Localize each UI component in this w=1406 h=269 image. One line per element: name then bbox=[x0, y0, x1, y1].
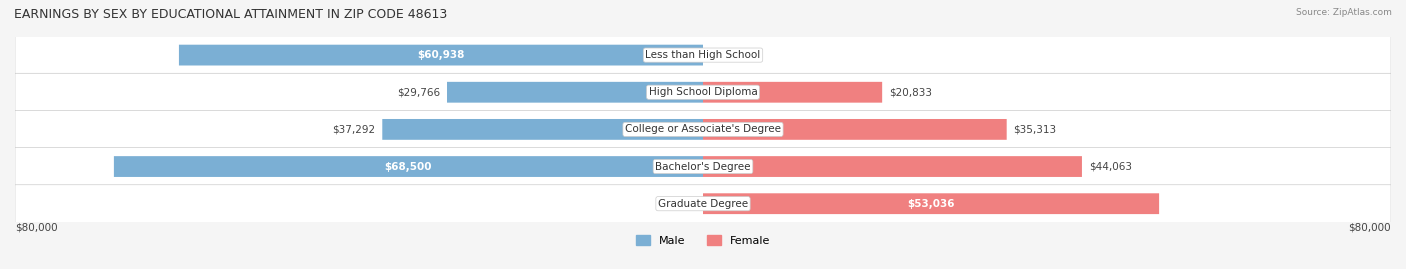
FancyBboxPatch shape bbox=[703, 82, 882, 103]
Text: $20,833: $20,833 bbox=[889, 87, 932, 97]
Text: $60,938: $60,938 bbox=[418, 50, 464, 60]
Text: $0: $0 bbox=[710, 50, 723, 60]
Text: Less than High School: Less than High School bbox=[645, 50, 761, 60]
FancyBboxPatch shape bbox=[703, 156, 1083, 177]
FancyBboxPatch shape bbox=[15, 185, 1391, 223]
Text: Source: ZipAtlas.com: Source: ZipAtlas.com bbox=[1296, 8, 1392, 17]
Text: $44,063: $44,063 bbox=[1088, 162, 1132, 172]
FancyBboxPatch shape bbox=[15, 111, 1391, 148]
Text: $0: $0 bbox=[683, 199, 696, 209]
Legend: Male, Female: Male, Female bbox=[631, 231, 775, 250]
FancyBboxPatch shape bbox=[15, 73, 1391, 111]
Text: $53,036: $53,036 bbox=[907, 199, 955, 209]
FancyBboxPatch shape bbox=[15, 148, 1391, 186]
FancyBboxPatch shape bbox=[447, 82, 703, 103]
Text: Bachelor's Degree: Bachelor's Degree bbox=[655, 162, 751, 172]
Text: High School Diploma: High School Diploma bbox=[648, 87, 758, 97]
Text: $80,000: $80,000 bbox=[15, 222, 58, 232]
Text: Graduate Degree: Graduate Degree bbox=[658, 199, 748, 209]
Text: $35,313: $35,313 bbox=[1014, 124, 1057, 134]
Text: $37,292: $37,292 bbox=[332, 124, 375, 134]
Text: $80,000: $80,000 bbox=[1348, 222, 1391, 232]
Text: $29,766: $29,766 bbox=[396, 87, 440, 97]
FancyBboxPatch shape bbox=[179, 45, 703, 65]
FancyBboxPatch shape bbox=[703, 193, 1159, 214]
Text: $68,500: $68,500 bbox=[385, 162, 432, 172]
FancyBboxPatch shape bbox=[703, 119, 1007, 140]
Text: College or Associate's Degree: College or Associate's Degree bbox=[626, 124, 780, 134]
Text: EARNINGS BY SEX BY EDUCATIONAL ATTAINMENT IN ZIP CODE 48613: EARNINGS BY SEX BY EDUCATIONAL ATTAINMEN… bbox=[14, 8, 447, 21]
FancyBboxPatch shape bbox=[114, 156, 703, 177]
FancyBboxPatch shape bbox=[15, 36, 1391, 74]
FancyBboxPatch shape bbox=[382, 119, 703, 140]
